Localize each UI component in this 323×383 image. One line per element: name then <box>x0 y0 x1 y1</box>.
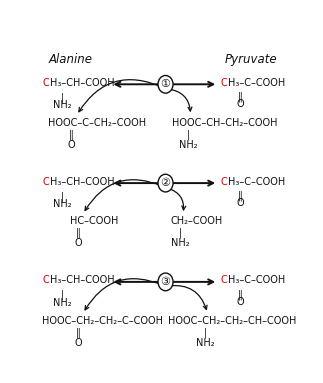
Text: ‖: ‖ <box>238 92 243 102</box>
Text: C: C <box>43 177 50 187</box>
Text: HOOC–CH₂–CH₂–CH–COOH: HOOC–CH₂–CH₂–CH–COOH <box>168 316 297 326</box>
Text: H₃–CH–COOH: H₃–CH–COOH <box>50 78 115 88</box>
Text: C: C <box>221 177 227 187</box>
Text: Alanine: Alanine <box>48 53 92 66</box>
Text: H₃–C–COOH: H₃–C–COOH <box>228 78 285 88</box>
Text: H₃–C–COOH: H₃–C–COOH <box>228 275 285 285</box>
Text: |
NH₂: | NH₂ <box>171 228 190 249</box>
Text: HOOC–CH–CH₂–COOH: HOOC–CH–CH₂–COOH <box>172 118 277 128</box>
Text: ‖: ‖ <box>238 190 243 201</box>
Text: HC–COOH: HC–COOH <box>70 216 119 226</box>
Text: CH₂–COOH: CH₂–COOH <box>171 216 223 226</box>
Circle shape <box>158 273 173 291</box>
Text: ‖
O: ‖ O <box>74 228 82 249</box>
Text: C: C <box>221 78 227 88</box>
Text: C: C <box>43 78 50 88</box>
Text: ‖
O: ‖ O <box>74 327 82 348</box>
Text: Pyruvate: Pyruvate <box>224 53 277 66</box>
Text: C: C <box>221 275 227 285</box>
Text: O: O <box>237 296 245 307</box>
Text: ①: ① <box>161 79 171 89</box>
Circle shape <box>158 174 173 192</box>
Text: H₃–CH–COOH: H₃–CH–COOH <box>50 275 115 285</box>
Text: O: O <box>237 99 245 109</box>
Text: ‖
O: ‖ O <box>68 129 76 150</box>
Text: |: | <box>60 290 64 300</box>
Text: C: C <box>43 275 50 285</box>
Text: HOOC–CH₂–CH₂–C–COOH: HOOC–CH₂–CH₂–C–COOH <box>42 316 162 326</box>
Circle shape <box>158 75 173 93</box>
Text: |
NH₂: | NH₂ <box>179 129 197 150</box>
Text: NH₂: NH₂ <box>53 298 71 308</box>
Text: NH₂: NH₂ <box>53 199 71 209</box>
Text: ②: ② <box>161 178 171 188</box>
Text: ‖: ‖ <box>238 289 243 300</box>
Text: HOOC–C–CH₂–COOH: HOOC–C–CH₂–COOH <box>48 118 146 128</box>
Text: ③: ③ <box>161 277 171 287</box>
Text: NH₂: NH₂ <box>53 100 71 110</box>
Text: |
NH₂: | NH₂ <box>196 327 214 348</box>
Text: O: O <box>237 198 245 208</box>
Text: H₃–CH–COOH: H₃–CH–COOH <box>50 177 115 187</box>
Text: H₃–C–COOH: H₃–C–COOH <box>228 177 285 187</box>
Text: |: | <box>60 191 64 201</box>
Text: |: | <box>60 92 64 103</box>
